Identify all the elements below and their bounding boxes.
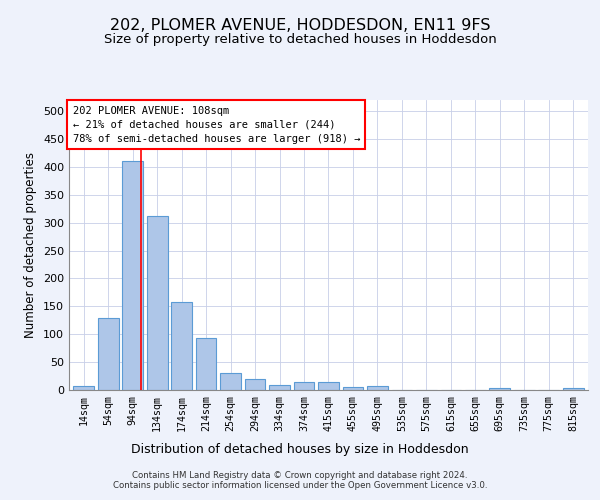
Bar (563, 388, 584, 390)
Text: Contains HM Land Registry data © Crown copyright and database right 2024.
Contai: Contains HM Land Registry data © Crown c… (113, 470, 487, 490)
Bar (171, 302, 192, 390)
Y-axis label: Number of detached properties: Number of detached properties (25, 152, 37, 338)
Bar (122, 162, 143, 390)
Text: Distribution of detached houses by size in Hoddesdon: Distribution of detached houses by size … (131, 442, 469, 456)
Text: 202 PLOMER AVENUE: 108sqm
← 21% of detached houses are smaller (244)
78% of semi: 202 PLOMER AVENUE: 108sqm ← 21% of detac… (73, 106, 360, 144)
Bar (490, 388, 510, 390)
Bar (147, 216, 167, 390)
Bar (269, 385, 290, 390)
Bar (98, 318, 119, 390)
Text: 202, PLOMER AVENUE, HODDESDON, EN11 9FS: 202, PLOMER AVENUE, HODDESDON, EN11 9FS (110, 18, 490, 32)
Bar (73, 386, 94, 390)
Text: Size of property relative to detached houses in Hoddesdon: Size of property relative to detached ho… (104, 32, 496, 46)
Bar (245, 379, 265, 390)
Bar (367, 386, 388, 390)
Bar (220, 374, 241, 390)
Bar (318, 382, 339, 390)
Bar (293, 382, 314, 390)
Bar (343, 386, 364, 390)
Bar (196, 338, 217, 390)
